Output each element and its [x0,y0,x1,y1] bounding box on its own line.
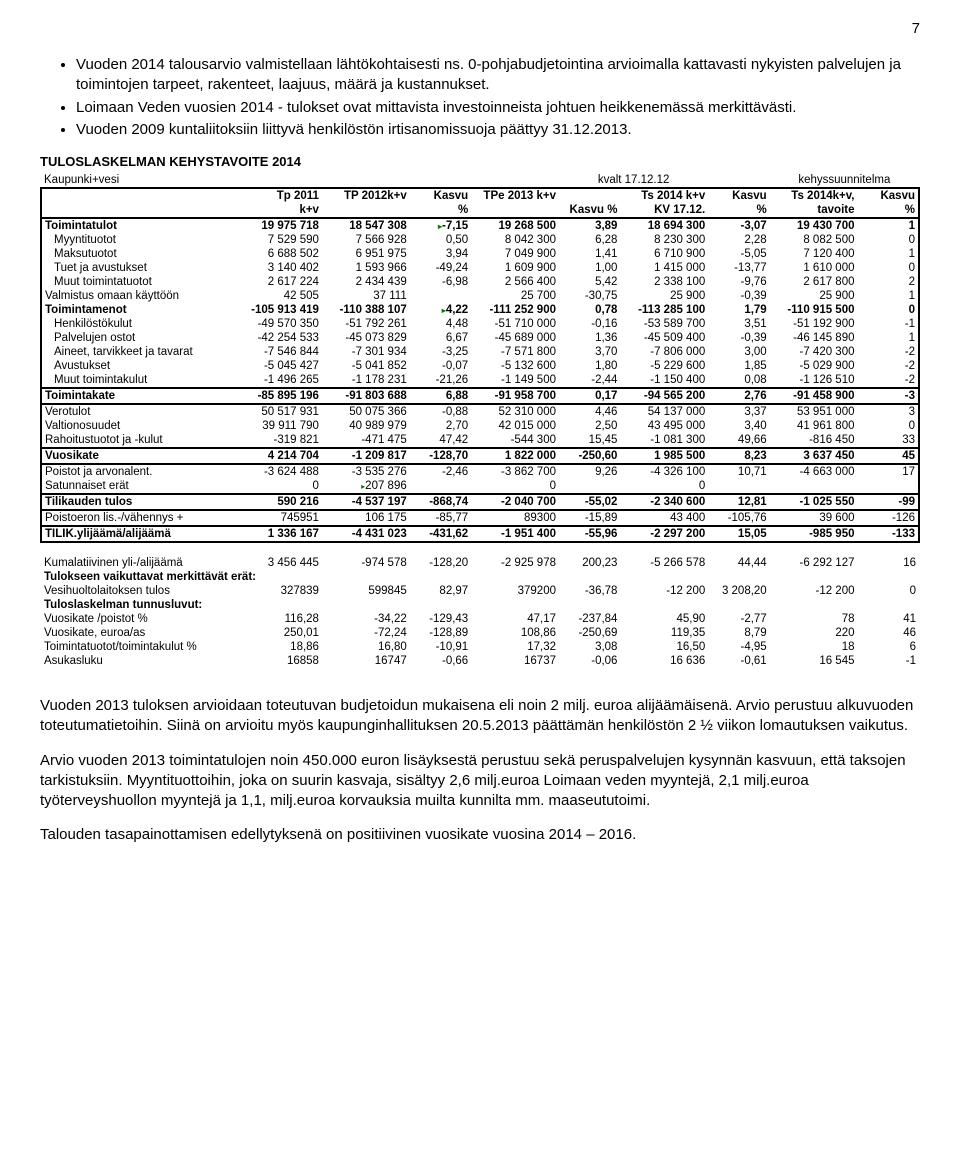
bullet-list: Vuoden 2014 talousarvio valmistellaan lä… [76,55,920,140]
table-title: TULOSLASKELMAN KEHYSTAVOITE 2014 [40,154,920,169]
table-header-row: Tp 2011 TP 2012k+v Kasvu TPe 2013 k+v Ts… [41,188,919,203]
table-row: Muut toimintakulut-1 496 265-1 178 231-2… [41,373,919,388]
table-row: Palvelujen ostot-42 254 533-45 073 8296,… [41,331,919,345]
table-row: Tilikauden tulos590 216-4 537 197-868,74… [41,494,919,510]
table-row: Satunnaiset erät0▸207 89600 [41,479,919,494]
table-row: Toimintamenot-105 913 419-110 388 107▸4,… [41,303,919,317]
table-header-row: k+v % Kasvu % KV 17.12. % tavoite % [41,203,919,218]
table-row: Toimintatuotot/toimintakulut %18,8616,80… [41,640,919,654]
page-number: 7 [40,20,920,37]
paragraph: Vuoden 2013 tuloksen arvioidaan toteutuv… [40,696,920,737]
table-subhead-right: kehyssuunnitelma [770,173,919,188]
table-row: Kumalatiivinen yli-/alijäämä3 456 445-97… [41,556,919,570]
table-row: Valmistus omaan käyttöön42 50537 11125 7… [41,289,919,303]
paragraph: Talouden tasapainottamisen edellytyksenä… [40,825,920,845]
table-subhead-left: Kaupunki+vesi [41,173,234,188]
table-row: Maksutuotot6 688 5026 951 9753,947 049 9… [41,247,919,261]
table-row: Kaupunki+vesi kvalt 17.12.12 kehyssuunni… [41,173,919,188]
bullet-item: Loimaan Veden vuosien 2014 - tulokset ov… [76,98,920,118]
body-text: Vuoden 2013 tuloksen arvioidaan toteutuv… [40,696,920,846]
table-row: Myyntituotot7 529 5907 566 9280,508 042 … [41,233,919,247]
table-row: Toimintakate-85 895 196-91 803 6886,88-9… [41,388,919,404]
table-row: Poistot ja arvonalent.-3 624 488-3 535 2… [41,464,919,479]
table-row: Asukasluku1685816747-0,6616737-0,0616 63… [41,654,919,668]
table-row: Muut toimintatuotot2 617 2242 434 439-6,… [41,275,919,289]
table-row [41,542,919,556]
table-row: Toimintatulot19 975 71818 547 308▸-7,151… [41,218,919,233]
paragraph: Arvio vuoden 2013 toimintatulojen noin 4… [40,751,920,812]
table-subhead-mid: kvalt 17.12.12 [559,173,708,188]
table-row: Tuet ja avustukset3 140 4021 593 966-49,… [41,261,919,275]
table-row: Vesihuoltolaitoksen tulos32783959984582,… [41,584,919,598]
table-row: Tuloslaskelman tunnusluvut: [41,598,919,612]
table-row: Vuosikate4 214 704-1 209 817-128,701 822… [41,448,919,464]
table-row: Vuosikate /poistot %116,28-34,22-129,434… [41,612,919,626]
table-row: Valtionosuudet39 911 79040 989 9792,7042… [41,419,919,433]
table-row: TILIK.ylijäämä/alijäämä1 336 167-4 431 0… [41,526,919,542]
table-row: Verotulot50 517 93150 075 366-0,8852 310… [41,404,919,419]
table-row: Henkilöstökulut-49 570 350-51 792 2614,4… [41,317,919,331]
table-row: Avustukset-5 045 427-5 041 852-0,07-5 13… [41,359,919,373]
financial-table: Kaupunki+vesi kvalt 17.12.12 kehyssuunni… [40,173,920,668]
table-row: Rahoitustuotot ja -kulut-319 821-471 475… [41,433,919,448]
table-row: Vuosikate, euroa/as250,01-72,24-128,8910… [41,626,919,640]
table-row: Tulokseen vaikuttavat merkittävät erät: [41,570,919,584]
bullet-item: Vuoden 2009 kuntaliitoksiin liittyvä hen… [76,120,920,140]
table-row: Aineet, tarvikkeet ja tavarat-7 546 844-… [41,345,919,359]
table-row: Poistoeron lis.-/vähennys +745951106 175… [41,510,919,526]
bullet-item: Vuoden 2014 talousarvio valmistellaan lä… [76,55,920,96]
